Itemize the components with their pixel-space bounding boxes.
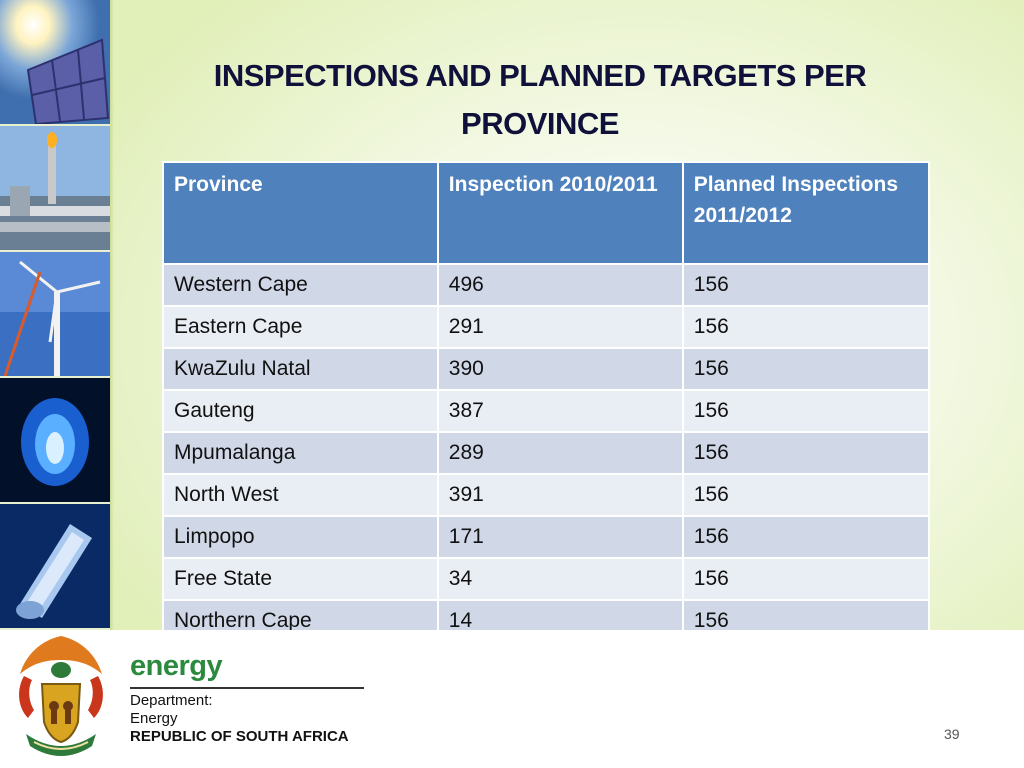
inspection-cell: 34 xyxy=(436,557,684,601)
header-province: Province xyxy=(162,161,439,265)
table-row: Western Cape 496 156 xyxy=(162,263,931,307)
province-cell: Free State xyxy=(162,557,439,601)
coat-of-arms-icon xyxy=(19,636,103,756)
table-row: Gauteng 387 156 xyxy=(162,389,931,433)
inspections-table: Province Inspection 2010/2011 Planned In… xyxy=(162,161,931,643)
planned-cell: 156 xyxy=(681,431,931,475)
energy-logo-text: energy xyxy=(130,650,223,682)
energy-label: Energy xyxy=(130,710,178,727)
header-planned: Planned Inspections 2011/2012 xyxy=(681,161,931,265)
page-number: 39 xyxy=(944,726,960,742)
fuel-rod-photo xyxy=(0,504,110,630)
inspection-cell: 289 xyxy=(436,431,684,475)
inspection-cell: 171 xyxy=(436,515,684,559)
table-row: North West 391 156 xyxy=(162,473,931,517)
solar-panel-photo xyxy=(0,0,110,126)
planned-cell: 156 xyxy=(681,473,931,517)
footer: energy Department: Energy REPUBLIC OF SO… xyxy=(0,630,1024,768)
planned-cell: 156 xyxy=(681,305,931,349)
inspection-cell: 391 xyxy=(436,473,684,517)
planned-cell: 156 xyxy=(681,263,931,307)
refinery-photo xyxy=(0,126,110,252)
republic-label: REPUBLIC OF SOUTH AFRICA xyxy=(130,728,349,745)
table-row: Free State 34 156 xyxy=(162,557,931,601)
inspection-cell: 390 xyxy=(436,347,684,391)
header-inspection: Inspection 2010/2011 xyxy=(436,161,684,265)
province-cell: Western Cape xyxy=(162,263,439,307)
planned-cell: 156 xyxy=(681,557,931,601)
table-row: KwaZulu Natal 390 156 xyxy=(162,347,931,391)
province-cell: North West xyxy=(162,473,439,517)
planned-cell: 156 xyxy=(681,347,931,391)
department-label: Department: xyxy=(130,692,213,709)
province-cell: Limpopo xyxy=(162,515,439,559)
province-cell: Mpumalanga xyxy=(162,431,439,475)
table-header-row: Province Inspection 2010/2011 Planned In… xyxy=(162,161,931,265)
table-row: Mpumalanga 289 156 xyxy=(162,431,931,475)
inspection-cell: 291 xyxy=(436,305,684,349)
inspection-cell: 496 xyxy=(436,263,684,307)
province-cell: Eastern Cape xyxy=(162,305,439,349)
table-row: Eastern Cape 291 156 xyxy=(162,305,931,349)
table-row: Limpopo 171 156 xyxy=(162,515,931,559)
logo-divider xyxy=(130,687,364,689)
wind-turbine-photo xyxy=(0,252,110,378)
province-cell: KwaZulu Natal xyxy=(162,347,439,391)
slide-title: INSPECTIONS AND PLANNED TARGETS PER PROV… xyxy=(213,58,867,141)
gas-flame-photo xyxy=(0,378,110,504)
province-cell: Gauteng xyxy=(162,389,439,433)
planned-cell: 156 xyxy=(681,389,931,433)
planned-cell: 156 xyxy=(681,515,931,559)
photo-strip xyxy=(0,0,110,630)
strip-edge xyxy=(110,0,114,630)
inspection-cell: 387 xyxy=(436,389,684,433)
